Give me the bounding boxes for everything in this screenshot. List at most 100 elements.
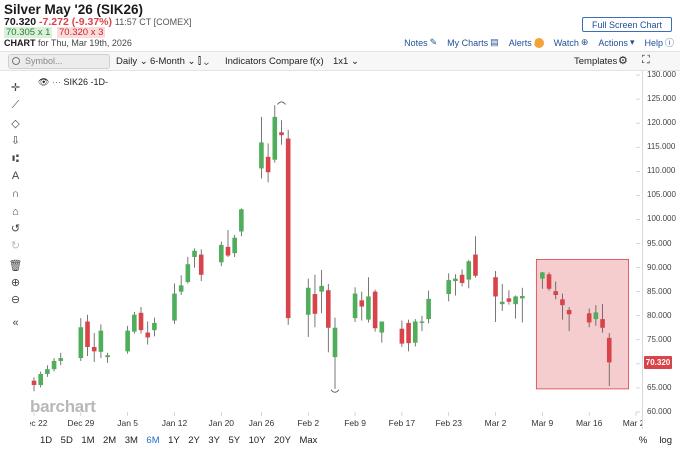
x-tick-label: Jan 12 — [162, 418, 188, 428]
last-price: 70.320 — [4, 16, 37, 28]
text-icon[interactable]: A — [11, 169, 20, 182]
range-select[interactable]: 6-Month ⌄ — [150, 56, 196, 67]
eye-icon[interactable]: 👁 — [38, 77, 50, 87]
candle-body — [285, 138, 291, 319]
crosshair-icon[interactable]: ✛ — [10, 82, 21, 94]
help-button[interactable]: Help ⓘ — [644, 37, 674, 49]
candle-body — [493, 277, 498, 297]
add-icon: ⊕ — [580, 37, 589, 47]
candle-body — [38, 373, 43, 386]
arrow-icon[interactable]: ⇩ — [10, 135, 21, 147]
candle-body — [446, 280, 452, 295]
trash-icon[interactable]: 🗑 — [8, 260, 23, 272]
price-axis-label: 110.000 — [647, 166, 676, 176]
candle-body — [51, 360, 57, 370]
zoom-in-icon[interactable]: ⊕ — [10, 277, 21, 289]
compare-button[interactable]: Compare — [269, 56, 309, 67]
x-tick-label: Jan 26 — [249, 418, 275, 428]
range-button-max[interactable]: Max — [299, 435, 318, 446]
candle-body — [305, 287, 311, 315]
x-tick-label: Mar 23 — [623, 418, 642, 428]
actions-menu[interactable]: Actions ▾ — [598, 37, 635, 48]
candle-body — [265, 156, 271, 173]
range-button-3m[interactable]: 3M — [124, 435, 138, 446]
candle-body — [412, 321, 418, 343]
range-button-1d[interactable]: 1D — [40, 435, 53, 446]
x-tick-label: Dec 22 — [30, 418, 48, 428]
range-button-5y[interactable]: 5Y — [228, 435, 241, 446]
candle-body — [426, 298, 431, 320]
log-toggle[interactable]: log — [659, 435, 672, 446]
candle-body — [225, 246, 231, 256]
range-button-10y[interactable]: 10Y — [248, 435, 266, 446]
price-axis: 60.00065.00070.00075.00080.00085.00090.0… — [642, 70, 680, 429]
search-icon — [12, 57, 20, 65]
candle-body — [359, 300, 365, 307]
candle-body — [459, 274, 465, 283]
quote-time: 11:57 CT [COMEX] — [114, 17, 192, 27]
candle-body — [232, 237, 237, 254]
chart-actions: Notes ✎ My Charts ▤ Alerts! Watch ⊕ Actions… — [404, 36, 674, 49]
candle-body — [138, 312, 144, 331]
chart-icon: ▤ — [490, 37, 499, 47]
shapes-icon[interactable]: ◇ — [11, 118, 20, 130]
candle-body — [399, 328, 405, 344]
alerts-button[interactable]: Alerts! — [509, 37, 544, 48]
candle-body — [419, 321, 425, 323]
zoom-out-icon[interactable]: ⊖ — [10, 294, 21, 306]
indicators-button[interactable]: Indicators — [225, 56, 267, 67]
interval-select[interactable]: Daily ⌄ — [116, 56, 148, 67]
collapse-icon[interactable]: « — [12, 316, 19, 329]
x-tick-label: Dec 29 — [67, 418, 94, 428]
candle-body — [332, 327, 338, 358]
candle-body — [259, 142, 264, 169]
edit-icon: ✎ — [429, 37, 438, 47]
symbol-title: Silver May '26 (SIK26) — [4, 2, 144, 17]
candle-body — [372, 291, 378, 329]
price-chart[interactable]: Dec 22 Dec 29 Jan 5 Jan 12 Jan 20 Jan 26 Feb 2… — [30, 71, 642, 429]
candle-body — [105, 355, 110, 358]
templates-button[interactable]: Templates — [574, 56, 618, 67]
redo-icon[interactable]: ↻ — [10, 240, 21, 252]
range-button-2m[interactable]: 2M — [103, 435, 117, 446]
range-button-2y[interactable]: 2Y — [188, 435, 200, 446]
range-button-20y[interactable]: 20Y — [274, 435, 291, 446]
full-screen-chart-button[interactable]: Full Screen Chart — [582, 17, 672, 32]
function-button[interactable]: f(x) — [310, 56, 324, 67]
price-axis-label: 90.000 — [647, 262, 672, 272]
range-button-1y[interactable]: 1Y — [168, 435, 180, 446]
symbol-search-input[interactable]: Symbol... — [8, 54, 110, 69]
candle-body — [98, 330, 104, 352]
high-low-marker — [330, 389, 340, 393]
lock-icon[interactable]: ⌂ — [12, 205, 19, 218]
price-axis-label: 130.000 — [647, 70, 676, 79]
candle-body — [540, 272, 545, 279]
range-button-5d[interactable]: 5D — [60, 435, 73, 446]
scale-options: % log — [639, 435, 672, 446]
chart-type-button[interactable]: ⫿ ⌄ — [198, 56, 209, 67]
range-button-1m[interactable]: 1M — [81, 435, 95, 446]
notes-button[interactable]: Notes ✎ — [404, 37, 438, 48]
candle-body — [125, 330, 130, 352]
magnet-icon[interactable]: ∩ — [11, 187, 20, 200]
watch-button[interactable]: Watch ⊕ — [553, 37, 589, 48]
more-icon[interactable]: ··· — [51, 77, 61, 87]
trendline-icon[interactable]: ⟋ — [11, 99, 20, 111]
undo-icon[interactable]: ↺ — [10, 223, 21, 235]
price-axis-label: 65.000 — [647, 382, 672, 392]
percent-toggle[interactable]: % — [638, 435, 648, 446]
candle-body — [519, 295, 525, 299]
x-tick-label: Mar 2 — [485, 418, 507, 428]
fullscreen-icon[interactable]: ⛶ — [642, 54, 650, 66]
candle-body — [85, 321, 90, 348]
measure-icon[interactable]: ⑆ — [12, 152, 19, 165]
gear-icon[interactable]: ⚙ — [618, 55, 628, 67]
layout-select[interactable]: 1x1 ⌄ — [333, 56, 359, 67]
candle-body — [506, 298, 512, 302]
range-buttons: 1D 5D 1M 2M 3M 6M 1Y 2Y 3Y 5Y 10Y 20Y Max — [40, 435, 326, 446]
my-charts-button[interactable]: My Charts ▤ — [447, 37, 499, 48]
candle-body — [312, 294, 318, 314]
range-button-6m[interactable]: 6M — [146, 435, 160, 446]
range-button-3y[interactable]: 3Y — [208, 435, 220, 446]
candle-body — [45, 369, 50, 374]
